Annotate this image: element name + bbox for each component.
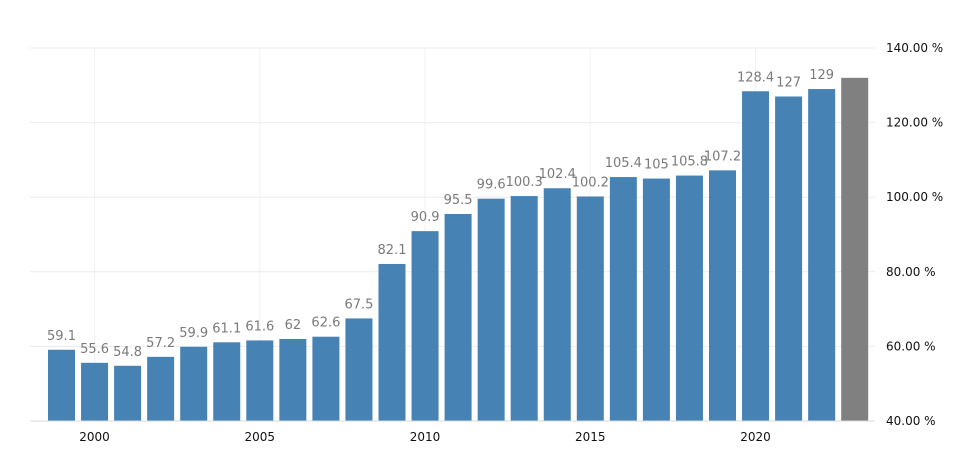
data-label: 99.6 — [477, 178, 506, 193]
bar-2003 — [180, 346, 208, 421]
bar-2010 — [411, 231, 439, 421]
data-label: 127 — [776, 75, 801, 90]
bar-2006 — [279, 338, 307, 421]
data-label: 54.8 — [113, 345, 142, 360]
bar-2023 — [841, 77, 869, 421]
bar-2018 — [675, 175, 703, 421]
bar-2001 — [114, 365, 142, 421]
bar-2013 — [510, 196, 538, 421]
bar-2017 — [642, 178, 670, 421]
data-label: 100.2 — [572, 175, 609, 190]
x-axis-tick-labels: 2000 2005 2010 2015 2020 — [79, 430, 771, 444]
data-label: 95.5 — [444, 193, 473, 208]
data-label: 57.2 — [146, 336, 175, 351]
data-label: 107.2 — [704, 149, 741, 164]
x-tick-label: 2010 — [410, 430, 441, 444]
y-tick-label: 140.00 % — [886, 41, 943, 55]
bar-2005 — [246, 340, 274, 421]
bar-2002 — [147, 356, 175, 421]
data-label: 59.1 — [47, 329, 76, 344]
bar-2015 — [576, 196, 604, 421]
bar-1999 — [48, 349, 75, 421]
bar-2008 — [345, 318, 373, 421]
data-label: 90.9 — [411, 210, 440, 225]
bar-2022 — [808, 89, 836, 421]
data-label: 129 — [809, 68, 834, 83]
bar-2000 — [81, 362, 109, 421]
data-label: 128.4 — [737, 70, 774, 85]
x-tick-label: 2020 — [740, 430, 771, 444]
data-label: 105.8 — [671, 155, 708, 170]
bar-2012 — [477, 198, 505, 421]
bar-2021 — [775, 96, 803, 422]
bar-2016 — [609, 177, 637, 421]
x-tick-label: 2015 — [575, 430, 606, 444]
bar-2009 — [378, 263, 406, 421]
x-tick-label: 2000 — [79, 430, 110, 444]
y-tick-label: 60.00 % — [886, 339, 936, 353]
y-tick-label: 80.00 % — [886, 265, 936, 279]
y-tick-label: 120.00 % — [886, 116, 943, 130]
bar-2020 — [742, 91, 770, 421]
data-label: 105.4 — [605, 156, 642, 171]
bar-2004 — [213, 342, 241, 421]
bar-2019 — [709, 170, 736, 421]
data-label: 59.9 — [179, 326, 208, 341]
y-tick-label: 40.00 % — [886, 414, 936, 428]
data-labels: 59.1 55.6 54.8 57.2 59.9 61.1 61.6 62 62.6 67.5 82… — [47, 68, 834, 360]
x-tick-label: 2005 — [245, 430, 276, 444]
data-label: 62.6 — [311, 316, 340, 331]
y-axis-tick-labels: 40.00 % 60.00 % 80.00 % 100.00 % 120.00 % 140… — [886, 41, 943, 428]
data-label: 67.5 — [344, 297, 373, 312]
data-label: 55.6 — [80, 342, 109, 357]
bars — [48, 77, 869, 422]
data-label: 62 — [285, 318, 302, 333]
bar-2007 — [312, 336, 340, 421]
data-label: 82.1 — [378, 243, 407, 258]
data-label: 105 — [644, 158, 669, 173]
data-label: 102.4 — [539, 167, 576, 182]
data-label: 61.1 — [212, 321, 241, 336]
data-label: 61.6 — [245, 319, 274, 334]
bar-2011 — [444, 213, 472, 421]
bar-2014 — [543, 188, 571, 421]
data-label: 100.3 — [506, 175, 543, 190]
y-tick-label: 100.00 % — [886, 190, 943, 204]
